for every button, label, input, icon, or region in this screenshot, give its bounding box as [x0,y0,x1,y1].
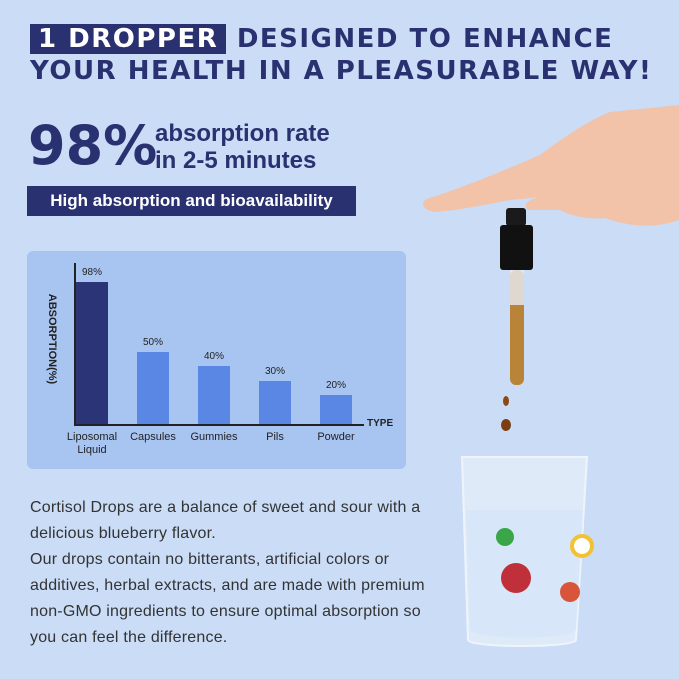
flower [501,563,531,593]
drop [503,396,509,406]
value-label: 40% [203,351,224,362]
value-label: 98% [81,266,102,278]
paragraph: Cortisol Drops are a balance of sweet an… [30,499,421,542]
x-tick-label: Gummies [190,431,238,443]
banner: High absorption and bioavailability [27,186,356,216]
chart-panel: ABSORPTION(%) TYPE 98% Liposomal Liquid 50… [27,251,406,469]
y-axis [74,263,76,425]
value-label: 50% [142,336,163,348]
bar [137,351,169,424]
value-label: 20% [325,380,346,391]
x-axis [74,424,364,426]
value-label: 30% [264,365,285,377]
bar [259,380,291,424]
paragraph: Our drops contain no bitterants, artific… [30,551,425,646]
flower [570,534,594,558]
x-axis-label: TYPE [367,418,394,429]
header-line-2: YOUR HEALTH IN A PLEASURABLE WAY! [30,56,653,86]
y-axis-label: ABSORPTION(%) [46,293,58,385]
illustration [423,105,679,647]
x-tick-label: Powder [317,431,355,443]
header-highlight: 1 DROPPER [30,24,227,54]
dropper-glass [510,270,524,305]
bar [198,366,230,424]
x-tick-label: Liposomal Liquid [66,431,118,456]
stat-text: absorption rate in 2-5 minutes [155,120,330,174]
description: Cortisol Drops are a balance of sweet an… [30,495,430,651]
hand [423,105,679,226]
bar [76,281,108,424]
stat-number: 98% [28,114,158,177]
herb [496,528,514,546]
dropper-cap [500,225,533,270]
x-tick-label: Capsules [130,431,176,443]
stat-line: absorption rate [155,120,330,147]
header-line-1: 1 DROPPER DESIGNED TO ENHANCE [30,24,613,54]
y-label-box: ABSORPTION(%) [45,265,59,415]
dropper-bulb [506,208,526,226]
drop [501,419,511,431]
x-tick-label: Pils [266,431,284,443]
bar [320,395,352,424]
berry [560,582,580,602]
stat-line: in 2-5 minutes [155,147,317,174]
header-text: DESIGNED TO ENHANCE [236,24,614,54]
